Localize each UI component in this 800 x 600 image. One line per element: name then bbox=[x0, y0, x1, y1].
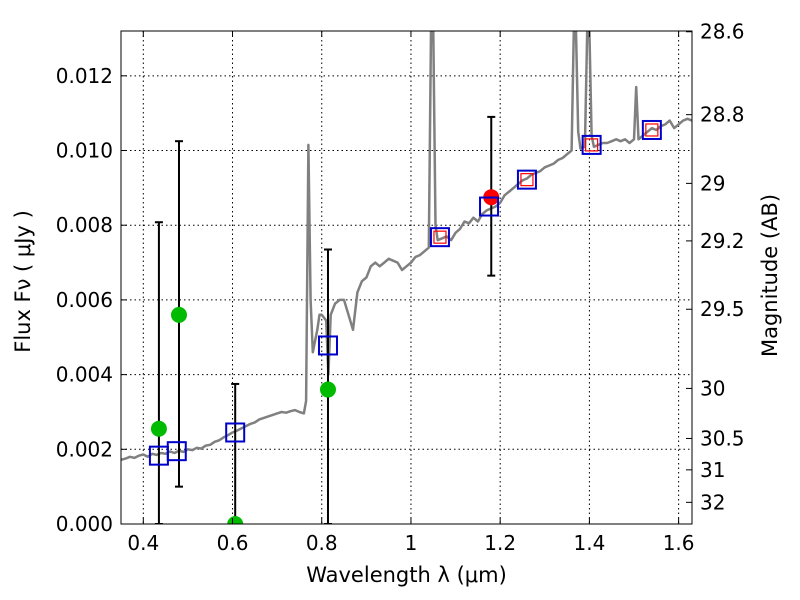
y2-tick-label: 28.6 bbox=[700, 20, 745, 44]
model-photometry-square bbox=[225, 422, 246, 443]
model-photometry-square bbox=[581, 134, 602, 155]
model-photometry-inner-square bbox=[433, 230, 447, 244]
grid-lines bbox=[121, 31, 692, 525]
y-axis-title: Flux Fν ( μJy ) bbox=[11, 210, 35, 353]
y-tick-label: 0.002 bbox=[56, 437, 113, 461]
x-tick-label: 0.4 bbox=[127, 531, 159, 555]
y2-tick-label: 29.2 bbox=[700, 229, 745, 253]
x-tick-label: 1.6 bbox=[663, 531, 695, 555]
y-tick-label: 0.000 bbox=[56, 512, 113, 536]
x-tick-label: 1.2 bbox=[484, 531, 516, 555]
model-photometry-inner-square bbox=[585, 138, 599, 152]
y-tick-label: 0.012 bbox=[56, 64, 113, 88]
y2-tick-label: 28.8 bbox=[700, 103, 745, 127]
model-sed-layer bbox=[121, 31, 692, 462]
model-photometry-square bbox=[429, 227, 450, 248]
model-photometry-square bbox=[317, 335, 338, 356]
photometry-layer bbox=[148, 115, 662, 524]
y2-tick-label: 30 bbox=[700, 376, 725, 400]
model-photometry-square bbox=[166, 441, 187, 462]
y-tick-label: 0.008 bbox=[56, 213, 113, 237]
model-sed-line bbox=[121, 31, 692, 462]
y2-tick-label: 32 bbox=[700, 490, 725, 514]
model-photometry-inner-square bbox=[520, 173, 534, 187]
y-tick-label: 0.004 bbox=[56, 363, 113, 387]
observed-point bbox=[319, 381, 336, 398]
x-tick-label: 1 bbox=[405, 531, 418, 555]
x-tick-label: 0.6 bbox=[217, 531, 249, 555]
x-tick-label: 1.4 bbox=[573, 531, 605, 555]
observed-point bbox=[170, 306, 187, 323]
observed-point bbox=[150, 420, 167, 437]
observed-point bbox=[227, 516, 244, 524]
y2-tick-label: 29 bbox=[700, 171, 725, 195]
tick-labels: 0.4 0.6 0.8 1 1.2 1.4 1.6 0.000 0.002 0.004 0.006 0… bbox=[56, 20, 745, 555]
y-tick-label: 0.010 bbox=[56, 139, 113, 163]
x-tick-label: 0.8 bbox=[306, 531, 338, 555]
y-tick-label: 0.006 bbox=[56, 288, 113, 312]
y2-axis-title: Magnitude (AB) bbox=[758, 194, 782, 357]
model-photometry-square bbox=[516, 169, 537, 190]
x-axis-title: Wavelength λ (μm) bbox=[306, 563, 507, 587]
model-photometry-square bbox=[479, 196, 500, 217]
y2-tick-label: 31 bbox=[700, 458, 725, 482]
y2-tick-label: 29.5 bbox=[700, 297, 745, 321]
axis-ticks bbox=[121, 31, 692, 525]
model-photometry-inner-square bbox=[645, 123, 659, 137]
plot-frame bbox=[120, 30, 693, 525]
y2-tick-label: 30.5 bbox=[700, 426, 745, 450]
model-photometry-square bbox=[641, 119, 662, 140]
